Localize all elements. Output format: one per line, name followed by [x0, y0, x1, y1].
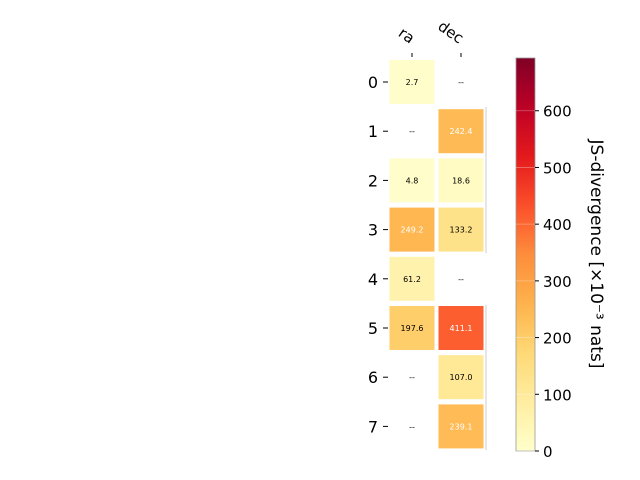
cell-value-label: -- [409, 127, 415, 136]
colorbar-tick-label: 200 [543, 330, 572, 348]
colorbar-tick-label: 600 [543, 103, 572, 121]
cell-value-label: 249.2 [401, 226, 424, 235]
colorbar: 0 100 200 300 400 500 600 JS-divergence [×10⁻³ … [515, 57, 606, 461]
row-label: 6 [368, 368, 378, 387]
cell-value-label: 2.7 [406, 78, 419, 87]
cell-value-label: 18.6 [452, 176, 470, 185]
column-labels: ra dec [395, 17, 467, 57]
cell-value-label: 197.6 [401, 324, 424, 333]
cell-value-label: 239.1 [450, 422, 473, 431]
heatmap-cells: 2.7 -- -- 242.4 4.8 18.6 249.2 133.2 61.2 -- 197.6… [389, 60, 484, 449]
cell-value-label: 242.4 [450, 127, 473, 136]
colorbar-gradient [515, 57, 536, 452]
row-label: 4 [368, 270, 378, 289]
cell-value-label: -- [458, 78, 464, 87]
heatmap-cell [389, 256, 435, 301]
colorbar-tick-label: 0 [543, 443, 553, 461]
row-label: 5 [368, 319, 378, 338]
cell-value-label: -- [458, 275, 464, 284]
heatmap-cell [389, 306, 435, 350]
colorbar-tick-label: 300 [543, 273, 572, 291]
cell-value-label: 133.2 [450, 226, 473, 235]
row-label: 2 [368, 171, 378, 190]
column-label: ra [395, 24, 418, 48]
colorbar-tick-label: 400 [543, 216, 572, 234]
cell-value-label: -- [409, 373, 415, 382]
colorbar-tick-label: 100 [543, 386, 572, 404]
column-label: dec [435, 17, 467, 47]
cell-value-label: 411.1 [450, 324, 473, 333]
heatmap-cell [438, 207, 484, 252]
row-labels: 0 1 2 3 4 5 6 7 [368, 73, 388, 436]
row-label: 7 [368, 417, 378, 436]
colorbar-tick-label: 500 [543, 159, 572, 177]
cell-value-label: 107.0 [450, 373, 473, 382]
cell-value-label: 61.2 [403, 275, 421, 284]
heatmap-cell [438, 404, 484, 449]
heatmap-cell [389, 207, 435, 252]
heatmap-cell [438, 158, 484, 203]
colorbar-label: JS-divergence [×10⁻³ nats] [586, 139, 606, 369]
heatmap-cell [438, 355, 484, 400]
row-label: 3 [368, 221, 378, 240]
row-label: 0 [368, 73, 378, 92]
heatmap-cell [438, 109, 484, 154]
heatmap-cell [438, 306, 484, 350]
cell-value-label: -- [409, 422, 415, 431]
heatmap-cell [389, 158, 435, 203]
cell-value-label: 4.8 [406, 176, 419, 185]
row-label: 1 [368, 122, 378, 141]
heatmap-cell [389, 60, 435, 104]
